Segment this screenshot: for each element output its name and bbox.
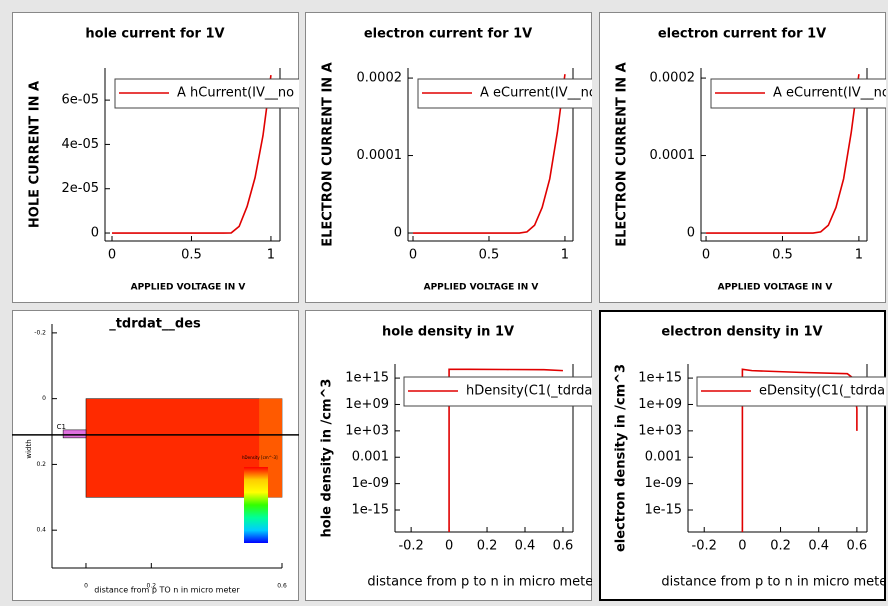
x-tick-label: 0.5 (772, 248, 793, 263)
y-axis-label: HOLE CURRENT IN A (28, 81, 43, 228)
y-tick-label: 1e+03 (345, 423, 389, 438)
x-tick-label: 0.2 (147, 583, 157, 590)
plot-panel: _tdrdat__des -0.2 0 0.2 0.4 0 0.2 0.6 distance f… (12, 310, 299, 601)
y-axis-label: ELECTRON CURRENT IN A (321, 62, 336, 247)
y-tick-label: 1e+15 (345, 371, 389, 386)
x-tick-label: 0 (738, 539, 746, 554)
y-tick-label: 0.4 (36, 527, 46, 534)
y-axis-label: ELECTRON CURRENT IN A (615, 62, 630, 247)
colorbar-title: hDensity [cm^-3] (242, 455, 278, 460)
x-axis-label: APPLIED VOLTAGE IN V (424, 283, 539, 293)
panel-border (305, 310, 592, 601)
y-tick-label: 0.2 (36, 461, 46, 468)
y-tick-label: 0 (394, 226, 402, 241)
y-axis-label: electron density in /cm^3 (614, 364, 629, 552)
panel-border (599, 12, 886, 303)
y-tick-label: 0.0002 (357, 71, 403, 86)
y-tick-label: 1e-15 (644, 503, 682, 518)
cut-label: C1 (57, 423, 66, 431)
y-tick-label: 0 (687, 226, 695, 241)
chart-title: electron current for 1V (658, 27, 826, 42)
x-tick-label: 1 (855, 248, 863, 263)
chart-title: _tdrdat__des (109, 317, 201, 332)
y-tick-label: 1e-15 (351, 503, 389, 518)
y-tick-label: 0.0002 (650, 71, 696, 86)
panel-border (12, 12, 299, 303)
x-tick-label: -0.2 (692, 539, 717, 554)
legend-box (710, 78, 886, 109)
plot-panel: electron density in 1V 1e-15 1e-09 0.001 1e+… (599, 310, 886, 601)
x-tick-label: 0.2 (770, 539, 791, 554)
y-axis-label: width (25, 439, 33, 458)
x-tick-label: 0.5 (479, 248, 500, 263)
x-tick-label: 0 (108, 248, 116, 263)
x-tick-label: 0 (84, 583, 88, 590)
legend-label: eDensity(C1(_tdrda (759, 384, 885, 399)
y-tick-label: 1e+03 (638, 423, 682, 438)
y-tick-label: 4e-05 (61, 137, 99, 152)
chart-title: electron current for 1V (364, 27, 532, 42)
data-line (706, 74, 860, 234)
plot-panel: hole density in 1V 1e-15 1e-09 0.001 1e+03 1e… (305, 310, 592, 601)
data-line (111, 74, 272, 234)
y-tick-label: 0 (42, 395, 46, 402)
x-tick-label: 0.2 (477, 539, 498, 554)
x-tick-label: 0.6 (553, 539, 574, 554)
x-axis-label: distance from p to n in micro meter (661, 575, 886, 590)
chart-title: hole density in 1V (382, 325, 514, 340)
contact-region (62, 429, 87, 439)
legend-label: A hCurrent(IV__no (177, 86, 294, 101)
y-tick-label: 1e+09 (345, 397, 389, 412)
chart-title: hole current for 1V (85, 27, 224, 42)
plot-panel: electron current for 1V 0 0.0001 0.0002 0 0.5… (305, 12, 592, 303)
legend-label: hDensity(C1(_tdrdat (466, 384, 592, 399)
y-tick-label: 0.0001 (650, 148, 696, 163)
x-tick-label: 1 (267, 248, 275, 263)
x-tick-label: 0 (445, 539, 453, 554)
plot-panel: electron current for 1V 0 0.0001 0.0002 0 0.5… (599, 12, 886, 303)
y-tick-label: 6e-05 (61, 93, 99, 108)
x-tick-label: 1 (561, 248, 569, 263)
panel-border (599, 310, 886, 601)
x-tick-label: 0.4 (515, 539, 536, 554)
panel-border (12, 310, 299, 601)
panel-border (305, 12, 592, 303)
x-tick-label: 0.6 (277, 583, 287, 590)
x-tick-label: 0.6 (847, 539, 868, 554)
plot-panel: hole current for 1V 0 2e-05 4e-05 6e-05 0 0.5 1… (12, 12, 299, 303)
x-tick-label: 0.5 (181, 248, 202, 263)
y-tick-label: 0 (91, 226, 99, 241)
y-tick-label: 1e+09 (638, 397, 682, 412)
y-tick-label: 0.0001 (357, 148, 403, 163)
y-tick-label: 1e-09 (644, 476, 682, 491)
chart-title: electron density in 1V (661, 325, 822, 340)
y-tick-label: 0.001 (645, 450, 682, 465)
y-tick-label: 2e-05 (61, 181, 99, 196)
y-axis-label: hole density in /cm^3 (320, 379, 335, 538)
x-axis-label: distance from p TO n in micro meter (94, 586, 240, 595)
legend-label: A eCurrent(IV__no (480, 86, 592, 101)
y-tick-label: 0.001 (352, 450, 389, 465)
x-axis-label: distance from p to n in micro meter (367, 575, 592, 590)
y-tick-label: 1e-09 (351, 476, 389, 491)
y-tick-label: -0.2 (34, 329, 46, 336)
x-tick-label: 0 (702, 248, 710, 263)
x-tick-label: -0.2 (398, 539, 423, 554)
x-tick-label: 0 (409, 248, 417, 263)
legend-label: A eCurrent(IV__no (773, 86, 886, 101)
x-axis-label: APPLIED VOLTAGE IN V (131, 283, 246, 293)
x-axis-label: APPLIED VOLTAGE IN V (718, 283, 833, 293)
data-line (413, 74, 566, 234)
colorbar (244, 467, 268, 543)
y-tick-label: 1e+15 (638, 371, 682, 386)
x-tick-label: 0.4 (808, 539, 829, 554)
